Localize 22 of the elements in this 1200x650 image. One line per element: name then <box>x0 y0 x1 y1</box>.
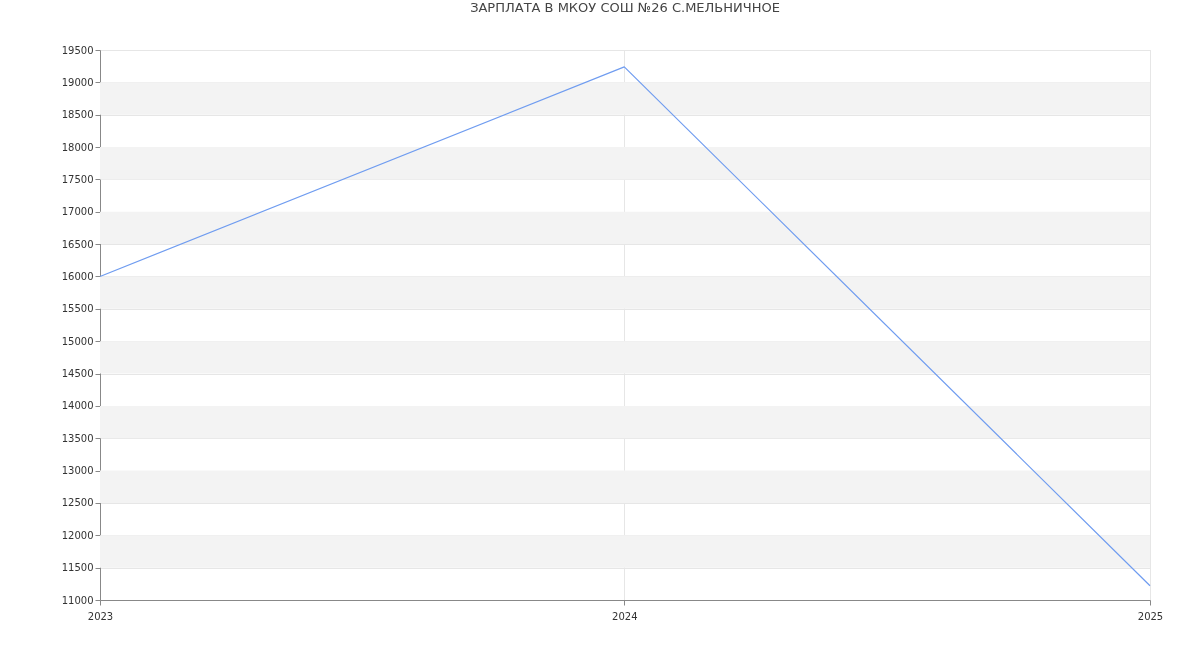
x-tick-label: 2024 <box>612 610 638 622</box>
y-tick-label: 18500 <box>61 109 94 121</box>
chart-title: ЗАРПЛАТА В МКОУ СОШ №26 С.МЕЛЬНИЧНОЕ <box>470 0 780 15</box>
y-tick-label: 15000 <box>61 335 94 347</box>
y-tick-label: 16000 <box>61 270 94 282</box>
y-tick-label: 11000 <box>61 594 94 606</box>
y-tick-label: 14500 <box>61 368 94 380</box>
y-tick-label: 12500 <box>61 497 94 509</box>
y-tick-label: 16500 <box>61 238 94 250</box>
y-tick-label: 18000 <box>61 141 94 153</box>
y-tick-label: 12000 <box>61 529 94 541</box>
y-tick-label: 15500 <box>61 303 94 315</box>
y-tick-label: 17500 <box>61 173 94 185</box>
y-tick-label: 13500 <box>61 432 94 444</box>
y-tick-label: 17000 <box>61 206 94 218</box>
y-tick-label: 19000 <box>61 76 94 88</box>
x-tick-label: 2025 <box>1137 610 1164 622</box>
y-tick-label: 11500 <box>61 562 94 574</box>
y-tick-label: 13000 <box>61 465 94 477</box>
x-tick-label: 2023 <box>87 610 114 622</box>
y-tick-label: 14000 <box>61 400 94 412</box>
y-tick-label: 19500 <box>61 44 94 56</box>
